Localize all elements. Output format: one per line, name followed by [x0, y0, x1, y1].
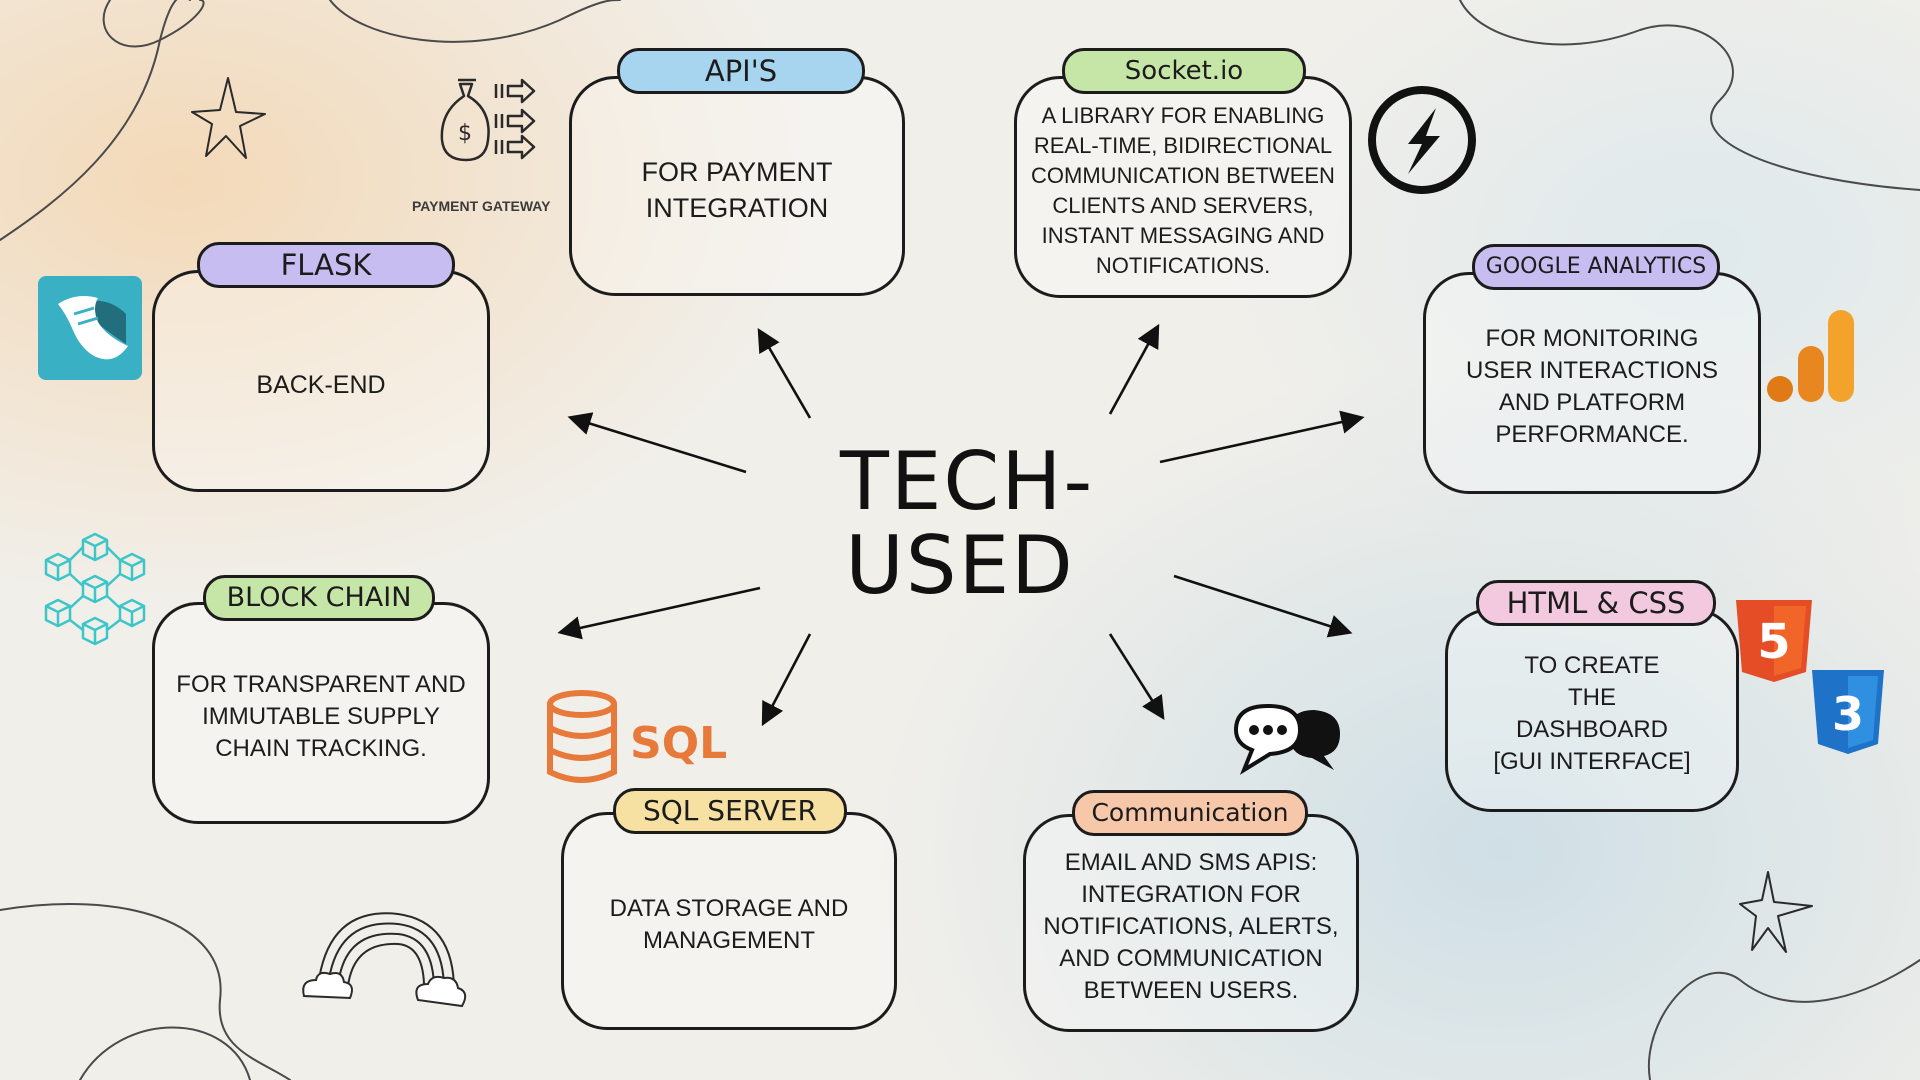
css3-glyph: 3	[1832, 687, 1864, 741]
connector-arrows	[557, 323, 1365, 727]
node-html-css-tag: HTML & CSS	[1476, 580, 1716, 626]
swirl-top-left	[0, 0, 191, 241]
node-flask: BACK-END	[152, 270, 490, 492]
node-html-css-desc: TO CREATE THE DASHBOARD [GUI INTERFACE]	[1493, 650, 1690, 778]
sql-logo-text: SQL	[630, 718, 727, 769]
swirl-top-center	[329, 0, 621, 43]
node-flask-tag: FLASK	[197, 242, 455, 288]
node-sql-server: DATA STORAGE AND MANAGEMENT	[561, 812, 897, 1030]
node-apis: FOR PAYMENT INTEGRATION	[569, 76, 905, 296]
swirl-top-left-loop	[102, 0, 205, 48]
center-title: TECH- USED	[840, 435, 1095, 612]
socketio-logo-icon	[1368, 86, 1476, 194]
node-html-css: TO CREATE THE DASHBOARD [GUI INTERFACE]	[1445, 608, 1739, 812]
html5-css3-logo-icon: 5 3	[1736, 600, 1884, 754]
arrow-to-html-css	[1173, 574, 1353, 638]
sql-logo-icon: SQL	[547, 690, 727, 783]
payment-dollar-sign: $	[458, 121, 472, 146]
node-html-css-desc-line-3: DASHBOARD	[1515, 716, 1668, 743]
node-socketio: A LIBRARY FOR ENABLING REAL-TIME, BIDIRE…	[1014, 76, 1352, 298]
node-sql-server-tag: SQL SERVER	[613, 788, 847, 834]
blockchain-icon	[44, 532, 146, 646]
center-title-line-1: TECH-	[840, 435, 1095, 528]
node-google-analytics-tag: GOOGLE ANALYTICS	[1472, 244, 1720, 290]
swirl-bottom-right	[1647, 959, 1920, 1080]
node-communication-desc: EMAIL AND SMS APIS: INTEGRATION FOR NOTI…	[1043, 849, 1339, 1004]
swirl-bottom-left	[0, 903, 291, 1080]
node-flask-desc: BACK-END	[256, 371, 386, 399]
node-blockchain: FOR TRANSPARENT AND IMMUTABLE SUPPLY CHA…	[152, 602, 490, 824]
node-communication-tag: Communication	[1072, 790, 1308, 836]
node-apis-tag: API'S	[617, 48, 865, 94]
arrow-to-apis	[757, 327, 812, 419]
node-socketio-tag: Socket.io	[1062, 48, 1306, 94]
arrow-to-socketio	[1108, 323, 1160, 415]
arrow-to-sql-server	[761, 633, 812, 727]
swirl-bottom-left-2	[79, 1026, 251, 1080]
node-communication: EMAIL AND SMS APIS: INTEGRATION FOR NOTI…	[1023, 814, 1359, 1032]
node-html-css-desc-line-1: TO CREATE	[1524, 652, 1660, 679]
arrow-to-google-analytics	[1159, 410, 1365, 464]
node-socketio-desc: A LIBRARY FOR ENABLING REAL-TIME, BIDIRE…	[1031, 103, 1335, 278]
payment-gateway-label: PAYMENT GATEWAY	[412, 198, 551, 214]
arrow-to-blockchain	[557, 586, 761, 640]
rainbow-doodle-icon	[302, 912, 467, 1008]
star-doodles	[191, 77, 1813, 953]
center-title-line-2: USED	[845, 519, 1075, 612]
node-apis-desc: FOR PAYMENT INTEGRATION	[641, 157, 833, 223]
html5-logo-icon: 5	[1736, 600, 1812, 682]
flask-logo-icon	[38, 276, 142, 380]
node-google-analytics-desc: FOR MONITORING USER INTERACTIONS AND PLA…	[1465, 325, 1719, 448]
node-html-css-desc-line-4: [GUI INTERFACE]	[1493, 748, 1691, 775]
chat-bubbles-icon	[1233, 703, 1340, 775]
node-google-analytics: FOR MONITORING USER INTERACTIONS AND PLA…	[1423, 272, 1761, 494]
google-analytics-logo-icon	[1767, 310, 1854, 402]
arrow-to-flask	[567, 412, 747, 474]
payment-gateway-icon: $	[440, 78, 536, 162]
node-blockchain-tag: BLOCK CHAIN	[203, 575, 435, 621]
html5-glyph: 5	[1757, 614, 1790, 670]
node-blockchain-desc: FOR TRANSPARENT AND IMMUTABLE SUPPLY CHA…	[176, 671, 466, 762]
swirl-top-right	[1459, 0, 1920, 191]
arrow-to-communication	[1108, 633, 1165, 720]
css3-logo-icon: 3	[1812, 670, 1884, 754]
node-sql-server-desc: DATA STORAGE AND MANAGEMENT	[609, 895, 849, 954]
node-html-css-desc-line-2: THE	[1567, 684, 1616, 711]
